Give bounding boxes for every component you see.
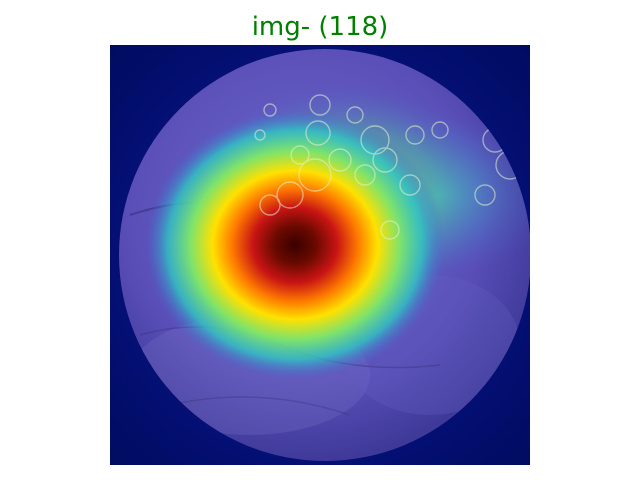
heatmap-image xyxy=(110,45,530,465)
figure-title: img- (118) xyxy=(251,12,389,42)
heatmap-overlay-graphic xyxy=(110,45,530,465)
